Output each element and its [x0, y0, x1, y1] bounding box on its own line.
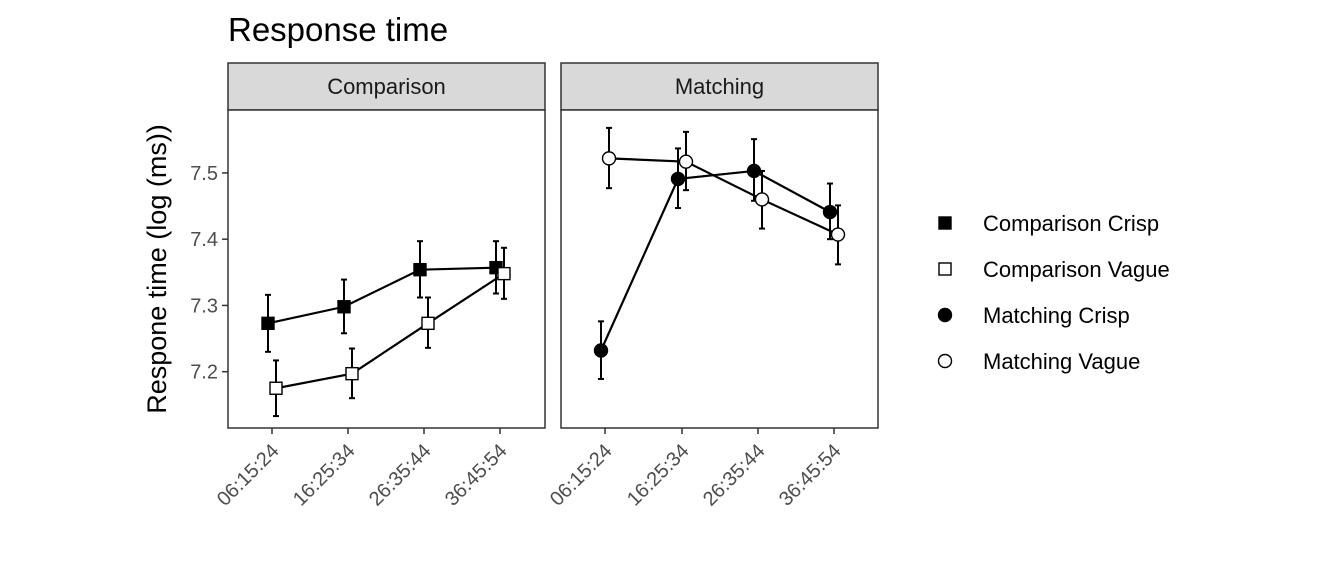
- chart-title: Response time: [228, 11, 448, 48]
- data-point: [261, 316, 275, 331]
- legend-item: Matching Vague: [937, 349, 1140, 374]
- x-tick-label: 16:25:34: [623, 440, 694, 511]
- data-point: [822, 204, 838, 220]
- series-matching-crisp: [593, 138, 838, 380]
- x-tick-label: 26:35:44: [365, 440, 436, 511]
- legend-item: Comparison Vague: [938, 257, 1170, 282]
- panel-matching: Matching 06:15:24 16:25:34 26:35:44 36:45:54: [546, 62, 879, 511]
- data-point: [345, 366, 359, 381]
- legend-item: Comparison Crisp: [938, 211, 1159, 236]
- data-point: [830, 227, 846, 242]
- series-line: [599, 169, 831, 351]
- data-point: [593, 343, 609, 358]
- legend-key-square: [938, 262, 952, 276]
- legend-label: Matching Crisp: [983, 303, 1130, 328]
- legend-label: Comparison Crisp: [983, 211, 1159, 236]
- x-tick-label: 06:15:24: [213, 440, 284, 511]
- data-point: [746, 163, 762, 179]
- series-comparison-vague: [269, 246, 511, 418]
- data-point: [678, 154, 694, 169]
- data-point: [413, 262, 427, 277]
- facet-strip: [227, 62, 546, 111]
- legend-label: Comparison Vague: [983, 257, 1170, 282]
- data-point: [670, 171, 686, 187]
- data-point: [337, 300, 351, 314]
- x-tick-label: 36:45:54: [775, 440, 846, 511]
- data-point: [754, 192, 770, 207]
- data-point: [601, 151, 617, 166]
- x-tick-label: 36:45:54: [441, 440, 512, 511]
- series-line: [608, 157, 839, 236]
- data-point: [497, 266, 511, 281]
- y-tick-label: 7.5: [190, 163, 218, 185]
- data-point: [421, 316, 435, 331]
- facet-strip-label: Comparison: [327, 74, 446, 99]
- x-tick-label: 16:25:34: [289, 440, 360, 511]
- legend-key-circle: [937, 307, 953, 323]
- legend-item: Matching Crisp: [937, 303, 1130, 328]
- x-tick-label: 26:35:44: [699, 440, 770, 511]
- y-axis-title: Respone time (log (ms)): [142, 124, 172, 414]
- legend-key-square: [938, 216, 952, 230]
- y-tick-label: 7.3: [190, 295, 218, 317]
- facet-strip-label: Matching: [675, 74, 764, 99]
- y-tick-label: 7.2: [190, 362, 218, 384]
- x-tick-label: 06:15:24: [546, 440, 617, 511]
- legend-label: Matching Vague: [983, 349, 1140, 374]
- facet-strip: [560, 62, 879, 111]
- series-matching-vague: [601, 126, 846, 266]
- legend-key-circle: [937, 353, 953, 369]
- series-line: [275, 272, 505, 390]
- legend: Comparison Crisp Comparison Vague Matching…: [937, 211, 1170, 374]
- series-line: [267, 266, 497, 325]
- panel-comparison: Comparison 7.2 7.3 7.4 7.5 06:15:24 16:25:34 26…: [190, 62, 546, 511]
- data-point: [269, 381, 283, 395]
- y-tick-label: 7.4: [190, 229, 218, 251]
- series-comparison-crisp: [261, 240, 503, 353]
